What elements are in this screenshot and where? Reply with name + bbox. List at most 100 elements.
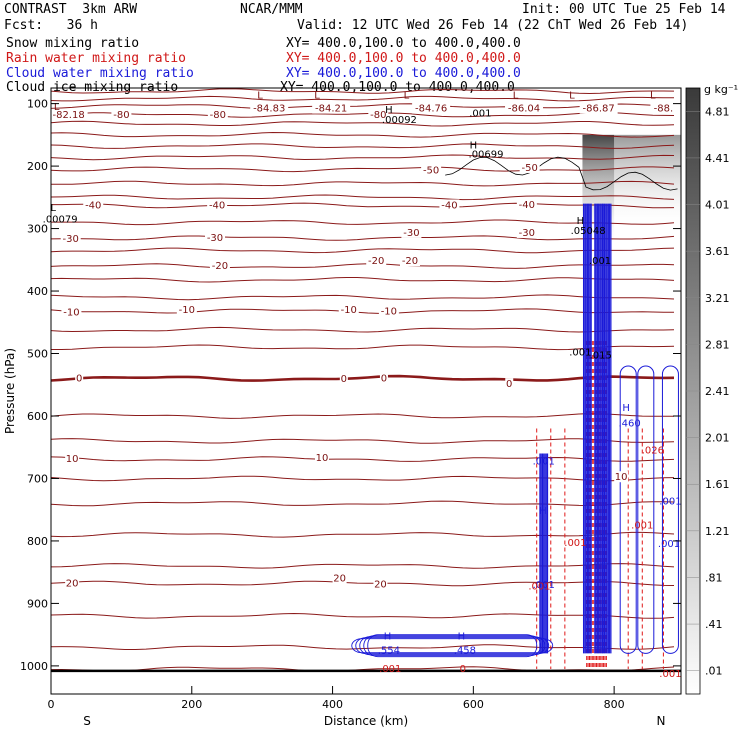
isotherm-contour [51,563,675,569]
colorbar-level-label: .41 [705,618,723,631]
extremum-label-H: H [458,632,466,643]
isotherm-label: -80 [210,110,226,121]
isotherm-label: 20 [333,573,346,584]
label-bg [519,161,540,173]
isotherm-label: -80 [113,110,129,121]
isotherm-contour [51,219,675,226]
label-bg [65,453,80,465]
value-label: .001 [533,457,555,468]
label-bg [399,255,420,267]
isotherm-label: -84.76 [415,104,447,115]
cloud-water-contour [619,365,637,654]
isotherm-contour [51,235,675,241]
value-label: .458 [454,645,476,656]
plot-frame [50,87,682,695]
y-tick-label: 900 [27,597,48,610]
isotherm-contour [51,308,675,314]
label-bg [516,226,537,238]
extremum-label-L: L [513,91,519,102]
isotherm-label: -40 [209,200,225,211]
rain-field-xy: XY= 400.0,100.0 to 400.0,400.0 [286,51,521,66]
cloud-water-contour [637,365,655,654]
label-bg [579,102,618,114]
value-label: .00079 [43,214,78,225]
colorbar-level-label: 4.01 [705,199,730,212]
valid-time: Valid: 12 UTC Wed 26 Feb 14 (22 ChT Wed … [297,18,689,33]
label-bg [379,372,388,384]
zero-isotherm [51,374,675,382]
isotherm-label: -30 [519,228,535,239]
isotherm-contour [51,344,675,351]
isotherm-contour [51,111,675,118]
colorbar-level-label: .01 [705,665,723,678]
label-bg [338,303,359,315]
isotherm-contour [51,612,675,619]
label-bg [516,198,537,210]
isotherm-label: 0 [506,379,512,390]
value-label: .001 [469,109,491,120]
isotherm-contour [51,95,674,102]
value-label: .001 [379,664,401,675]
label-bg [366,255,387,267]
extremum-label-H: H [470,141,478,152]
label-bg [315,451,330,463]
isotherm-label: 20 [66,578,79,589]
label-bg [49,108,88,120]
center-label: NCAR/MMM [240,2,303,17]
value-label: .001 [589,256,611,267]
isotherm-contour [51,644,675,650]
cloud-water-contour [367,634,538,658]
isotherm-label: -84.21 [315,104,347,115]
x-tick-label: 0 [48,698,55,711]
extremum-label-L: L [257,91,263,102]
isotherm-contour [51,120,675,127]
isotherm-label: -40 [441,200,457,211]
forecast-hour: Fcst: 36 h [4,18,98,33]
colorbar-level-label: 2.01 [705,432,730,445]
value-label: .001 [659,497,681,508]
extremum-label-H: H [539,506,547,517]
isotherm-label: -84.83 [253,104,285,115]
colorbar-level-label: 1.61 [705,478,730,491]
init-label: Init: 00 UTC Tue 25 Feb 14 [522,2,726,17]
isotherm-label: -20 [368,256,384,267]
x-tick-label: 600 [463,698,484,711]
value-label: .001 [631,520,653,531]
cloud-water-contour [363,635,542,657]
label-bg [205,231,226,243]
isotherm-contour [51,202,675,209]
y-tick-label: 400 [27,285,48,298]
isotherm-label: -50 [423,165,439,176]
isotherm-contour [51,263,675,269]
colorbar-level-label: 4.81 [705,105,730,118]
value-label: .001 [569,347,591,358]
isotherm-contour [51,88,675,95]
isotherm-label: -10 [63,307,79,318]
extremum-label-L: L [50,203,56,214]
isotherm-label: -10 [341,305,357,316]
cloud-water-contour [351,638,554,654]
label-bg [111,108,132,120]
isotherm-label: -20 [212,261,228,272]
isotherm-contour [51,180,675,187]
isotherm-contour [51,154,675,161]
y-tick-label: 600 [27,410,48,423]
extremum-label-L: L [314,91,320,102]
isotherm-label: 10 [316,453,329,464]
isotherm-label: -82.18 [52,110,84,121]
value-label: .015 [590,351,612,362]
isotherm-contour [51,277,675,283]
isotherm-contour [51,294,675,301]
y-tick-label: 100 [27,98,48,111]
y-axis-title: Pressure (hPa) [3,348,17,434]
isotherm-label: -10 [381,307,397,318]
colorbar-level-label: 1.21 [705,525,730,538]
value-label: .05048 [571,226,606,237]
colorbar-level-label: .81 [705,571,723,584]
colorbar-unit: g kg⁻¹ [704,83,738,96]
value-label: 0 [460,664,466,675]
isotherm-contour [51,500,675,507]
label-bg [60,233,81,245]
isotherm-contour [51,456,675,462]
isotherm-label: -40 [519,200,535,211]
